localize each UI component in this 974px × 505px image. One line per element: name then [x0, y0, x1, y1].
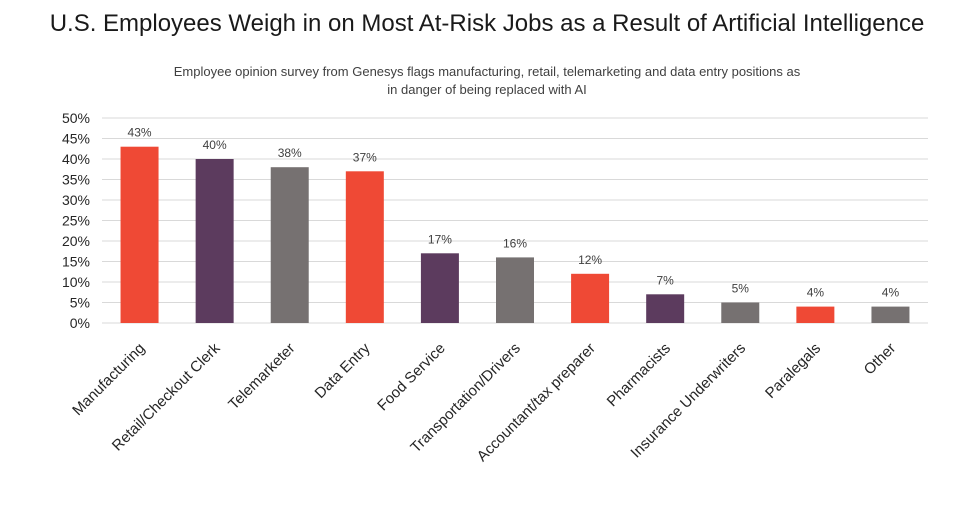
bar: [345, 171, 384, 323]
bar: [195, 159, 234, 323]
chart-subtitle-line-2: in danger of being replaced with AI: [387, 82, 587, 97]
y-tick-label: 5%: [70, 295, 90, 311]
y-tick-label: 35%: [62, 172, 90, 188]
chart-subtitle: Employee opinion survey from Genesys fla…: [0, 63, 974, 99]
data-label: 4%: [882, 286, 900, 300]
category-label: Telemarketer: [225, 340, 298, 413]
bar: [420, 253, 459, 323]
y-tick-label: 20%: [62, 233, 90, 249]
category-label: Food Service: [374, 340, 449, 415]
bar: [270, 167, 309, 323]
bar: [796, 306, 835, 323]
category-label: Data Entry: [312, 339, 374, 401]
data-label: 16%: [503, 236, 527, 250]
data-label: 5%: [732, 282, 750, 296]
bars: [120, 146, 910, 323]
y-tick-label: 40%: [62, 151, 90, 167]
category-label: Paralegals: [762, 340, 824, 402]
data-label: 4%: [807, 286, 825, 300]
y-tick-label: 10%: [62, 274, 90, 290]
data-label: 37%: [353, 150, 377, 164]
chart-subtitle-line-1: Employee opinion survey from Genesys fla…: [173, 64, 801, 79]
bar: [496, 257, 534, 323]
data-label: 43%: [128, 126, 152, 140]
data-label: 12%: [578, 253, 602, 267]
data-label: 17%: [428, 232, 452, 246]
bar: [571, 273, 610, 323]
y-tick-label: 45%: [62, 131, 90, 147]
bar: [120, 146, 159, 323]
bar: [871, 306, 910, 323]
data-labels: 43% 40% 38% 37% 17% 16% 12% 7% 5% 4% 4%: [128, 126, 900, 300]
bar: [646, 294, 685, 323]
y-tick-label: 15%: [62, 254, 90, 270]
y-tick-label: 50%: [62, 110, 90, 126]
y-tick-label: 25%: [62, 213, 90, 229]
y-tick-label: 30%: [62, 192, 90, 208]
data-label: 7%: [657, 273, 675, 287]
data-label: 38%: [278, 146, 302, 160]
category-label: Other: [861, 340, 900, 379]
bar: [721, 302, 760, 323]
data-label: 40%: [203, 138, 227, 152]
category-label: Pharmacists: [604, 340, 674, 410]
y-tick-label: 0%: [70, 315, 90, 331]
gridlines: [102, 117, 928, 303]
chart-title: U.S. Employees Weigh in on Most At-Risk …: [49, 10, 925, 37]
category-label: Manufacturing: [69, 340, 148, 419]
y-axis: 0% 5% 10% 15% 20% 25% 30% 35% 40% 45% 50%: [62, 110, 928, 331]
